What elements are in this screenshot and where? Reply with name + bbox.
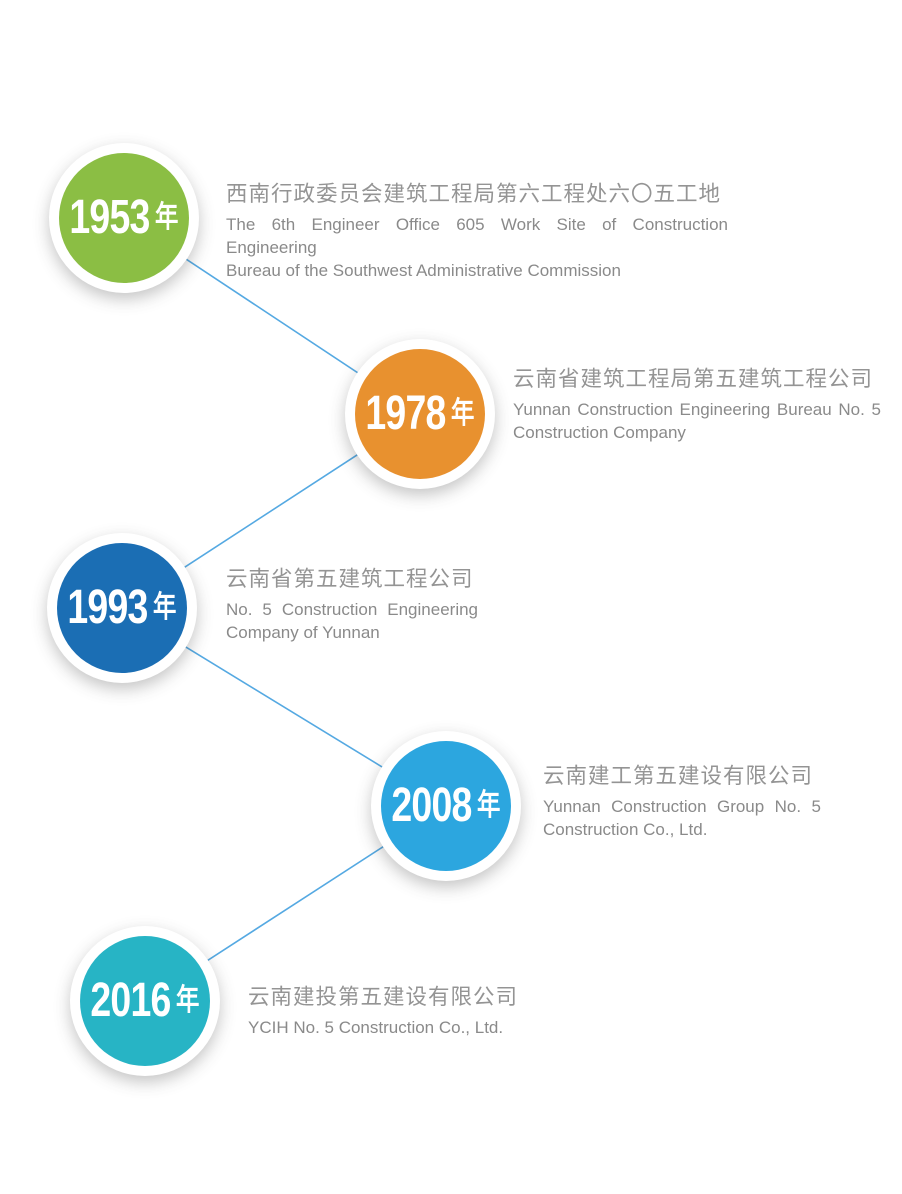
year-circle-2016: 2016 年: [80, 936, 210, 1066]
milestone-text-1953: 西南行政委员会建筑工程局第六工程处六〇五工地 The 6th Engineer …: [226, 181, 728, 282]
milestone-title-zh: 云南省建筑工程局第五建筑工程公司: [513, 367, 874, 391]
timeline-node-2016: 2016 年: [70, 926, 220, 1076]
year-label-group: 1953 年: [69, 194, 178, 242]
year-label-group: 1978 年: [365, 390, 474, 438]
milestone-desc-en-line2: Bureau of the Southwest Administrative C…: [226, 261, 621, 280]
timeline-node-2008: 2008 年: [371, 731, 521, 881]
milestone-text-2008: 云南建工第五建设有限公司 Yunnan Construction Group N…: [543, 763, 821, 841]
milestone-desc-en-line2: Construction Co., Ltd.: [543, 820, 708, 839]
milestone-desc-en-line1: The 6th Engineer Office 605 Work Site of…: [226, 215, 728, 257]
year-suffix-label: 年: [155, 201, 179, 234]
milestone-text-1978: 云南省建筑工程局第五建筑工程公司 Yunnan Construction Eng…: [513, 366, 881, 444]
year-label: 1993: [67, 581, 148, 634]
year-label: 2016: [90, 974, 171, 1027]
year-label-group: 1993 年: [67, 584, 176, 632]
year-suffix-label: 年: [176, 984, 200, 1017]
milestone-desc-en-line1: Yunnan Construction Group No. 5: [543, 797, 821, 816]
timeline-node-1953: 1953 年: [49, 143, 199, 293]
milestone-title-zh: 西南行政委员会建筑工程局第六工程处六〇五工地: [226, 182, 722, 206]
year-suffix-label: 年: [477, 789, 501, 822]
year-label-group: 2008 年: [391, 782, 500, 830]
milestone-desc-en-line1: YCIH No. 5 Construction Co., Ltd.: [248, 1018, 504, 1037]
milestone-title-zh: 云南建投第五建设有限公司: [248, 985, 519, 1009]
year-label: 1978: [365, 387, 446, 440]
milestone-desc-en-line2: Construction Company: [513, 423, 686, 442]
year-label: 2008: [391, 779, 472, 832]
year-label: 1953: [69, 191, 150, 244]
year-label-group: 2016 年: [90, 977, 199, 1025]
milestone-desc-en-line2: Company of Yunnan: [226, 623, 380, 642]
year-suffix-label: 年: [451, 397, 475, 430]
year-circle-1993: 1993 年: [57, 543, 187, 673]
milestone-title-zh: 云南省第五建筑工程公司: [226, 567, 474, 591]
milestone-text-2016: 云南建投第五建设有限公司 YCIH No. 5 Construction Co.…: [248, 984, 568, 1039]
year-circle-1953: 1953 年: [59, 153, 189, 283]
milestone-desc-en-line1: No. 5 Construction Engineering: [226, 600, 478, 619]
timeline-node-1993: 1993 年: [47, 533, 197, 683]
timeline-node-1978: 1978 年: [345, 339, 495, 489]
milestone-text-1993: 云南省第五建筑工程公司 No. 5 Construction Engineeri…: [226, 566, 478, 644]
year-circle-2008: 2008 年: [381, 741, 511, 871]
year-circle-1978: 1978 年: [355, 349, 485, 479]
year-suffix-label: 年: [153, 591, 177, 624]
milestone-title-zh: 云南建工第五建设有限公司: [543, 764, 814, 788]
milestone-desc-en-line1: Yunnan Construction Engineering Bureau N…: [513, 400, 881, 419]
